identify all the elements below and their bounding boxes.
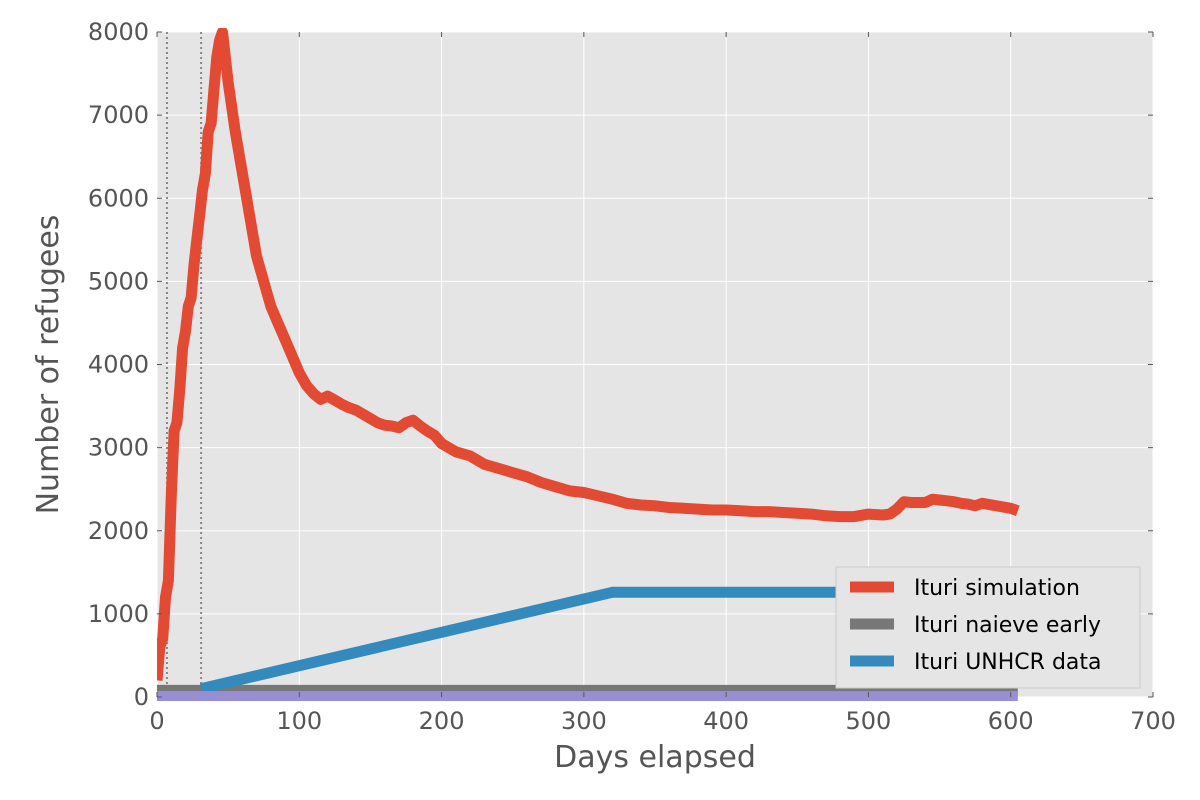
x-tick-label-7: 700 [1130,707,1176,735]
vertical-reference-lines [165,32,203,697]
x-tick-label-6: 600 [988,707,1034,735]
y-tick-label-0: 0 [134,683,149,711]
x-tick-label-0: 0 [149,707,164,735]
legend-label-0: Ituri simulation [914,576,1080,601]
y-tick-label-8: 8000 [88,18,149,46]
y-tick-label-3: 3000 [88,434,149,462]
y-tick-label-6: 6000 [88,184,149,212]
legend-label-2: Ituri UNHCR data [914,650,1102,675]
x-axis-label: Days elapsed [554,740,756,775]
x-tick-label-4: 400 [703,707,749,735]
y-tick-label-5: 5000 [88,267,149,295]
series-line-0 [157,28,1020,681]
y-tick-label-2: 2000 [88,517,149,545]
x-tick-label-5: 500 [846,707,892,735]
y-tick-label-4: 4000 [88,351,149,379]
y-tick-label-7: 7000 [88,101,149,129]
series-lines [157,28,1020,701]
legend: Ituri simulation Ituri naieve early Ituri … [835,566,1141,689]
axis-ticks [156,31,1154,698]
y-tick-labels: 0 1000 2000 3000 4000 5000 6000 7000 8000 [88,18,149,711]
series-line-2 [199,586,897,695]
x-tick-label-1: 100 [276,707,322,735]
legend-label-1: Ituri naieve early [914,613,1101,638]
x-tick-label-3: 300 [561,707,607,735]
y-axis-label: Number of refugees [31,215,66,515]
x-tick-label-2: 200 [419,707,465,735]
x-tick-labels: 0 100 200 300 400 500 600 700 [149,707,1176,735]
y-tick-label-1: 1000 [88,600,149,628]
